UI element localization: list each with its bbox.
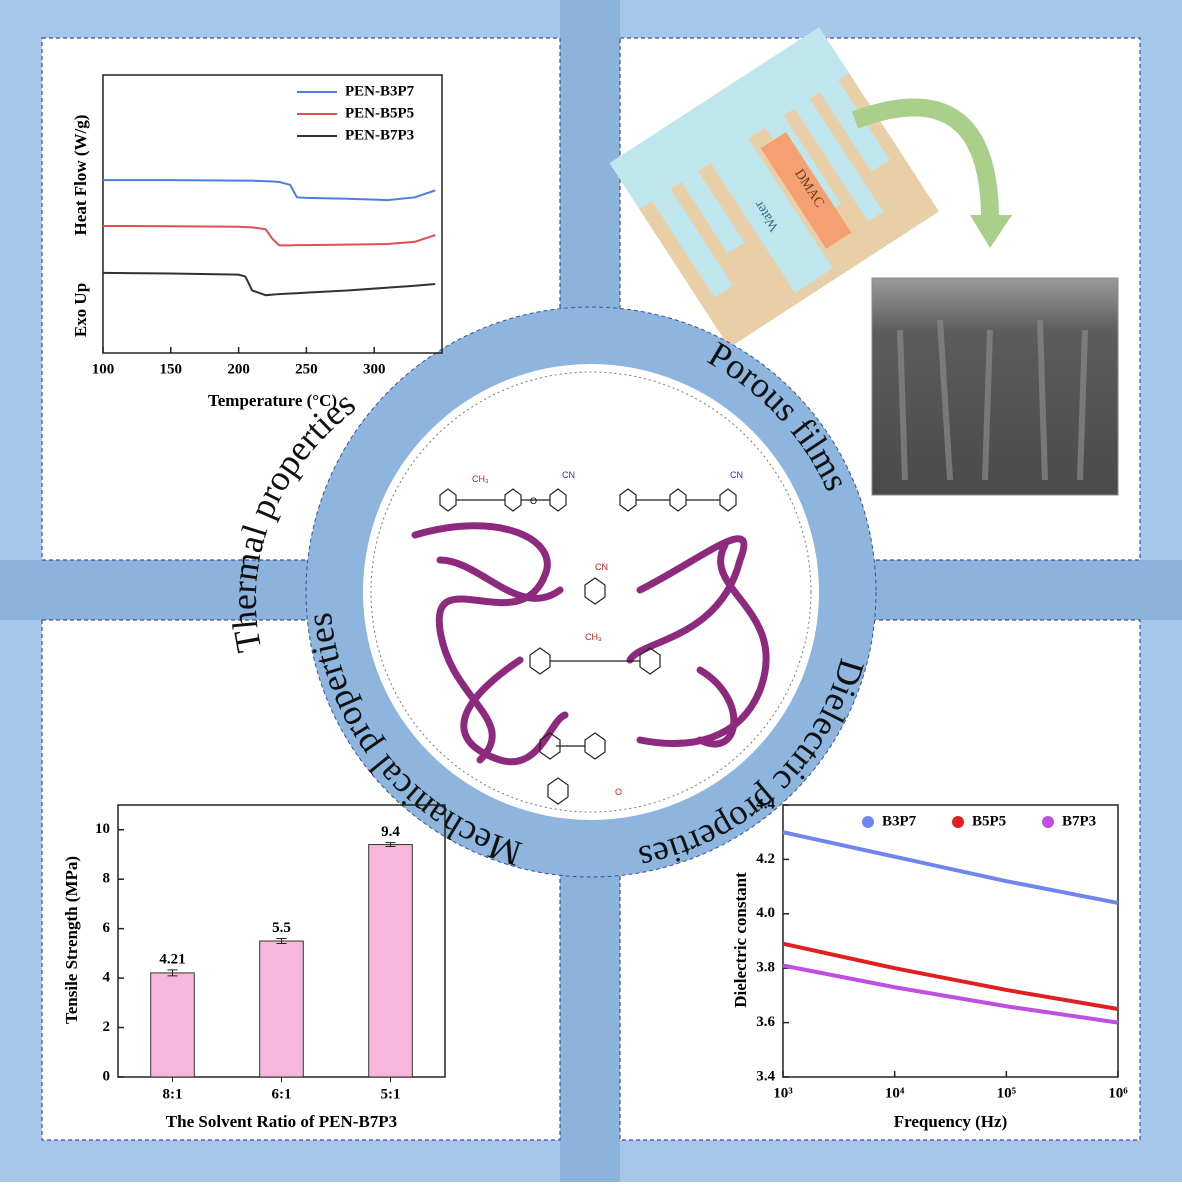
y-tick-label: 4.0 bbox=[756, 905, 775, 921]
ring-center bbox=[363, 364, 819, 820]
y-annotation: Exo Up bbox=[71, 283, 90, 337]
value-label: 4.21 bbox=[159, 951, 185, 967]
x-tick-label: 250 bbox=[295, 361, 318, 377]
ring-inner-border bbox=[370, 371, 812, 813]
y-tick-label: 8 bbox=[103, 871, 111, 887]
value-label: 9.4 bbox=[381, 824, 400, 840]
error-bar bbox=[385, 842, 396, 848]
chem-label: CH₃ bbox=[472, 474, 489, 484]
dmac-arrow bbox=[760, 131, 852, 249]
series-line bbox=[102, 224, 436, 247]
y-tick-label: 4 bbox=[103, 970, 111, 986]
y-tick-label: 3.6 bbox=[756, 1014, 775, 1030]
y-tick-label: 3.8 bbox=[756, 960, 775, 976]
plot-frame bbox=[102, 74, 443, 354]
y-tick-label: 10 bbox=[95, 821, 110, 837]
chem-label: O bbox=[615, 787, 622, 797]
legend-label: PEN-B3P7 bbox=[345, 83, 415, 99]
x-tick-label: 6:1 bbox=[272, 1086, 292, 1102]
series-line bbox=[782, 941, 1119, 1011]
porous-diagram: Water DMAC bbox=[609, 26, 1119, 496]
x-tick-label: 8:1 bbox=[163, 1086, 183, 1102]
x-axis-label: Frequency (Hz) bbox=[894, 1112, 1007, 1131]
arrow-head bbox=[970, 215, 1012, 248]
y-tick-label: 2 bbox=[103, 1019, 111, 1035]
y-tick-label: 4.2 bbox=[756, 851, 775, 867]
y-axis-label: Dielectric constant bbox=[731, 872, 750, 1008]
chem-label: CN bbox=[562, 470, 575, 480]
chem-label: CH₃ bbox=[585, 632, 602, 642]
x-tick-label: 300 bbox=[363, 361, 386, 377]
water-layer bbox=[609, 26, 850, 210]
chem-label: CN bbox=[730, 470, 743, 480]
series-line bbox=[103, 179, 436, 202]
series-line bbox=[102, 271, 436, 297]
legend-marker bbox=[862, 816, 874, 828]
x-axis-label: The Solvent Ratio of PEN-B7P3 bbox=[166, 1112, 397, 1131]
legend-label: B7P3 bbox=[1062, 813, 1096, 829]
y-axis-label: Heat Flow (W/g) bbox=[71, 115, 90, 236]
y-tick-label: 0 bbox=[103, 1068, 111, 1084]
y-tick-label: 4.4 bbox=[756, 796, 775, 812]
process-arrow bbox=[851, 98, 999, 221]
error-bar bbox=[276, 938, 287, 944]
chem-label: O bbox=[530, 496, 537, 506]
x-tick-label: 10⁵ bbox=[997, 1085, 1017, 1101]
x-tick-label: 150 bbox=[160, 361, 183, 377]
legend-label: PEN-B5P5 bbox=[345, 105, 414, 121]
sem-image bbox=[871, 277, 1119, 496]
x-tick-label: 100 bbox=[92, 361, 115, 377]
series-line bbox=[782, 963, 1119, 1025]
legend-marker bbox=[952, 816, 964, 828]
y-tick-label: 3.4 bbox=[756, 1068, 775, 1084]
y-tick-label: 6 bbox=[103, 920, 111, 936]
x-tick-label: 10³ bbox=[773, 1085, 793, 1101]
bar bbox=[368, 844, 413, 1078]
chem-label: CN bbox=[595, 562, 608, 572]
bar bbox=[259, 940, 304, 1078]
x-tick-label: 10⁴ bbox=[885, 1085, 905, 1101]
y-axis-label: Tensile Strength (MPa) bbox=[62, 856, 81, 1024]
plot-frame bbox=[782, 804, 1119, 1078]
bar bbox=[150, 972, 195, 1078]
chemical-structure bbox=[439, 488, 737, 805]
x-tick-label: 5:1 bbox=[381, 1086, 401, 1102]
legend-marker bbox=[1042, 816, 1054, 828]
legend-label: B3P7 bbox=[882, 813, 917, 829]
series-line bbox=[782, 830, 1119, 905]
x-tick-label: 10⁶ bbox=[1108, 1085, 1128, 1101]
error-bar bbox=[167, 969, 178, 977]
legend-label: PEN-B7P3 bbox=[345, 127, 414, 143]
x-axis-label: Temperature (°C) bbox=[208, 391, 337, 410]
value-label: 5.5 bbox=[272, 920, 291, 936]
x-tick-label: 200 bbox=[227, 361, 250, 377]
legend-label: B5P5 bbox=[972, 813, 1006, 829]
